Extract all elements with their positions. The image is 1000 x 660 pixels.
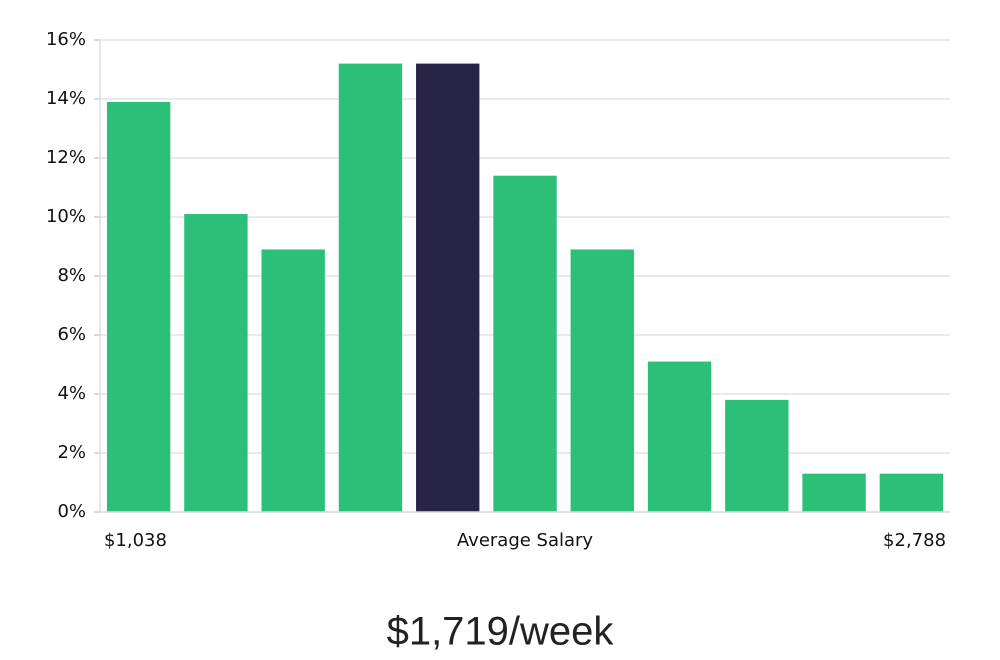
y-tick-label: 6% bbox=[57, 324, 86, 345]
summary: $1,719/week bbox=[387, 610, 615, 654]
bar bbox=[493, 175, 557, 512]
bar bbox=[647, 361, 712, 512]
x-tick-label: $1,038 bbox=[104, 530, 167, 551]
bar bbox=[879, 473, 944, 512]
y-tick-label: 8% bbox=[57, 265, 86, 286]
y-tick-label: 0% bbox=[57, 501, 86, 522]
y-tick-label: 12% bbox=[46, 147, 86, 168]
bar bbox=[416, 63, 480, 512]
y-tick-label: 14% bbox=[46, 88, 86, 109]
y-tick-label: 16% bbox=[46, 29, 86, 50]
bar bbox=[106, 101, 171, 512]
x-tick-label: $2,788 bbox=[883, 530, 946, 551]
y-tick-label: 2% bbox=[57, 442, 86, 463]
bar bbox=[570, 249, 634, 512]
bar bbox=[338, 63, 403, 512]
bar bbox=[261, 249, 325, 512]
bar bbox=[725, 399, 789, 512]
bar bbox=[802, 473, 866, 512]
bar bbox=[184, 214, 248, 513]
x-tick-label: Average Salary bbox=[457, 530, 594, 551]
y-tick-label: 4% bbox=[57, 383, 86, 404]
y-tick-label: 10% bbox=[46, 206, 86, 227]
